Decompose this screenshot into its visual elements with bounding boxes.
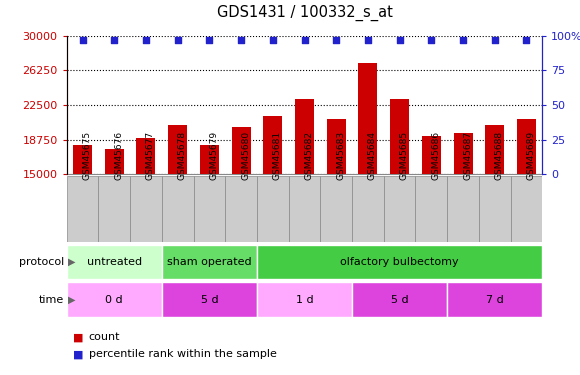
Bar <box>415 176 447 242</box>
Text: 0 d: 0 d <box>106 295 123 304</box>
Bar <box>485 125 504 313</box>
Point <box>142 37 151 43</box>
Text: GSM45686: GSM45686 <box>432 130 440 180</box>
Bar <box>384 176 415 242</box>
Bar <box>99 176 130 242</box>
Bar <box>352 282 447 317</box>
Bar <box>225 176 257 242</box>
Text: GSM45678: GSM45678 <box>177 130 187 180</box>
Point <box>205 37 214 43</box>
Bar <box>162 176 194 242</box>
Point <box>268 37 277 43</box>
Text: ■: ■ <box>72 350 83 359</box>
Text: percentile rank within the sample: percentile rank within the sample <box>89 350 277 359</box>
Bar <box>194 176 225 242</box>
Bar <box>289 176 320 242</box>
Bar <box>67 245 162 279</box>
Bar <box>200 145 219 313</box>
Point <box>332 37 341 43</box>
Bar <box>162 282 257 317</box>
Bar <box>517 119 536 313</box>
Text: 5 d: 5 d <box>201 295 218 304</box>
Text: GSM45679: GSM45679 <box>209 130 219 180</box>
Bar <box>447 176 479 242</box>
Text: ▶: ▶ <box>68 257 75 267</box>
Bar <box>422 135 441 313</box>
Text: GSM45684: GSM45684 <box>368 130 377 180</box>
Text: protocol: protocol <box>19 257 64 267</box>
Text: ▶: ▶ <box>68 295 75 304</box>
Text: GSM45685: GSM45685 <box>400 130 409 180</box>
Point <box>173 37 182 43</box>
Bar <box>479 176 510 242</box>
Bar <box>447 282 542 317</box>
Text: 7 d: 7 d <box>486 295 503 304</box>
Bar <box>320 176 352 242</box>
Bar <box>67 282 162 317</box>
Point <box>458 37 467 43</box>
Text: GSM45675: GSM45675 <box>82 130 92 180</box>
Text: GSM45681: GSM45681 <box>273 130 282 180</box>
Point <box>300 37 309 43</box>
Bar <box>510 176 542 242</box>
Text: GSM45680: GSM45680 <box>241 130 250 180</box>
Point <box>490 37 499 43</box>
Text: GSM45683: GSM45683 <box>336 130 345 180</box>
Bar <box>257 176 289 242</box>
Text: sham operated: sham operated <box>167 257 252 267</box>
Text: GSM45688: GSM45688 <box>495 130 504 180</box>
Bar <box>352 176 384 242</box>
Bar <box>73 145 92 313</box>
Text: 5 d: 5 d <box>391 295 408 304</box>
Bar <box>162 245 257 279</box>
Point <box>363 37 372 43</box>
Point <box>237 37 246 43</box>
Bar <box>295 99 314 313</box>
Text: 1 d: 1 d <box>296 295 313 304</box>
Point <box>395 37 404 43</box>
Text: untreated: untreated <box>86 257 142 267</box>
Text: GSM45689: GSM45689 <box>527 130 535 180</box>
Text: time: time <box>38 295 64 304</box>
Text: ■: ■ <box>72 333 83 342</box>
Point <box>78 37 87 43</box>
Bar <box>454 133 473 313</box>
Point <box>522 37 531 43</box>
Bar <box>130 176 162 242</box>
Text: GDS1431 / 100332_s_at: GDS1431 / 100332_s_at <box>216 4 393 21</box>
Bar <box>390 99 409 313</box>
Text: olfactory bulbectomy: olfactory bulbectomy <box>340 257 459 267</box>
Text: GSM45682: GSM45682 <box>304 130 314 180</box>
Text: GSM45676: GSM45676 <box>114 130 124 180</box>
Text: count: count <box>89 333 120 342</box>
Point <box>110 37 119 43</box>
Bar <box>327 119 346 313</box>
Bar <box>231 127 251 313</box>
Text: GSM45677: GSM45677 <box>146 130 155 180</box>
Bar <box>263 116 282 313</box>
Point <box>427 37 436 43</box>
Bar <box>257 245 542 279</box>
Bar <box>257 282 352 317</box>
Bar <box>358 63 378 313</box>
Bar <box>136 138 155 313</box>
Text: GSM45687: GSM45687 <box>463 130 472 180</box>
Bar <box>168 125 187 313</box>
Bar <box>105 149 124 313</box>
Bar <box>67 176 99 242</box>
